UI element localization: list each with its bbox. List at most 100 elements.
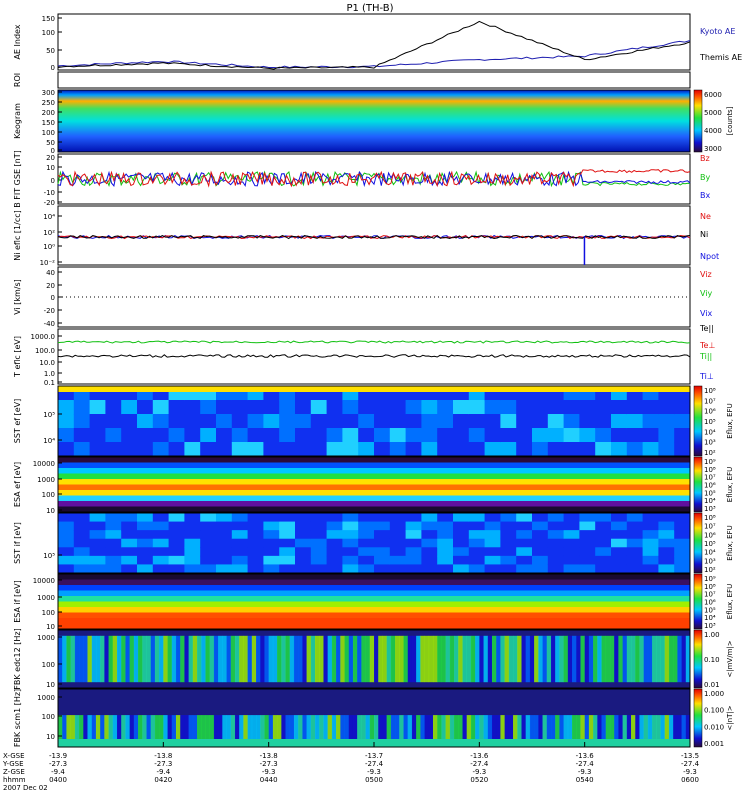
y-tick-label: 1000 bbox=[37, 694, 55, 702]
spectrogram-cell bbox=[200, 521, 217, 531]
spectrogram-column bbox=[91, 635, 97, 683]
spectrogram-cell bbox=[279, 564, 296, 574]
legend-entry: Ne bbox=[700, 212, 711, 221]
y-tick-label: 150 bbox=[42, 15, 55, 23]
spectrogram-column bbox=[281, 715, 286, 747]
spectrogram-column bbox=[576, 715, 581, 747]
spectrogram-cell bbox=[152, 530, 170, 540]
spectrogram-cell bbox=[421, 414, 438, 429]
spectrogram-cell bbox=[279, 555, 296, 565]
spectrogram-column bbox=[289, 635, 295, 683]
spectrogram-cell bbox=[200, 538, 217, 548]
spectrogram-column bbox=[150, 715, 156, 747]
spectrogram-cell bbox=[547, 530, 565, 540]
spectrogram-column bbox=[445, 635, 451, 683]
spectrogram-cell bbox=[58, 428, 75, 443]
colorbar-tick-label: 10⁵ bbox=[704, 418, 716, 426]
spectrogram-column bbox=[357, 715, 362, 747]
spectrogram-band bbox=[58, 473, 690, 480]
spectrogram-cell bbox=[89, 400, 106, 415]
spectrogram-column bbox=[298, 635, 303, 683]
spectrogram-cell bbox=[468, 521, 486, 531]
spectrogram-column bbox=[647, 635, 653, 683]
spectrogram-column bbox=[538, 715, 543, 747]
panel-t: T eflc [eV] 1000.0 100.0 10.0 1.00.1 Te|| Te⊥ T… bbox=[13, 324, 715, 387]
spectrogram-cell bbox=[168, 547, 185, 557]
spectrogram-column bbox=[416, 635, 421, 683]
spectrogram-column bbox=[66, 635, 71, 683]
spectrogram-cell bbox=[168, 513, 185, 523]
x-tick-label: 0520 bbox=[470, 776, 488, 784]
spectrogram-cell bbox=[500, 428, 517, 443]
spectrogram-column bbox=[230, 635, 236, 683]
y-tick-label: 100 bbox=[42, 29, 55, 37]
spectrogram-column bbox=[293, 715, 299, 747]
legend-entry: Viy bbox=[700, 289, 713, 298]
spectrogram-column bbox=[508, 715, 514, 747]
x-axis-row-label: Y-GSE bbox=[2, 760, 24, 768]
spectrogram-cell bbox=[231, 442, 249, 457]
spectrogram-cell bbox=[563, 538, 580, 548]
spectrogram-cell bbox=[216, 400, 233, 415]
spectrogram-cell bbox=[121, 414, 138, 429]
spectrogram-column bbox=[437, 715, 442, 747]
spectrogram-cell bbox=[484, 521, 501, 531]
spectrogram-cell bbox=[326, 521, 343, 531]
spectrogram-column bbox=[529, 635, 535, 683]
spectrogram-cell bbox=[73, 521, 91, 531]
spectrogram-cell bbox=[516, 428, 533, 443]
spectrogram-cell bbox=[658, 555, 675, 565]
spectrogram-cell bbox=[595, 564, 612, 574]
spectrogram-column bbox=[454, 715, 459, 747]
spectrogram-column bbox=[635, 715, 640, 747]
spectrogram-column bbox=[382, 715, 387, 747]
spectrogram-column bbox=[487, 635, 493, 683]
y-tick-label: 40 bbox=[46, 269, 55, 277]
spectrogram-cell bbox=[310, 400, 328, 415]
spectrogram-column bbox=[639, 635, 644, 683]
spectrogram-column bbox=[496, 715, 501, 747]
spectrogram-column bbox=[475, 715, 480, 747]
spectrogram-cell bbox=[263, 400, 280, 415]
spectrogram-column bbox=[79, 715, 84, 747]
spectrogram-column bbox=[239, 715, 244, 747]
spectrogram-cell bbox=[484, 442, 501, 457]
spectrogram-column bbox=[251, 715, 257, 747]
x-tick-label: -27.3 bbox=[49, 760, 67, 768]
spectrogram-cell bbox=[595, 513, 612, 523]
spectrogram-band bbox=[58, 574, 690, 580]
spectrogram-cell bbox=[547, 547, 565, 557]
spectrogram-cell bbox=[342, 414, 359, 429]
spectrogram-cell bbox=[658, 521, 675, 531]
colorbar-tick-label: 10⁵ bbox=[704, 489, 716, 497]
spectrogram-cell bbox=[73, 555, 91, 565]
spectrogram-cell bbox=[58, 547, 75, 557]
spectrogram-cell bbox=[468, 428, 486, 443]
colorbar-tick-label: 1.00 bbox=[704, 631, 720, 639]
spectrogram-cell bbox=[216, 538, 233, 548]
spectrogram-cell bbox=[500, 530, 517, 540]
spectrogram-column bbox=[631, 715, 636, 747]
y-tick-label: -20 bbox=[44, 199, 55, 207]
spectrogram-cell bbox=[563, 564, 580, 574]
spectrogram-cell bbox=[279, 513, 296, 523]
spectrogram-column bbox=[256, 715, 261, 747]
spectrogram-column bbox=[504, 715, 510, 747]
spectrogram-column bbox=[513, 715, 518, 747]
x-tick-label: -13.9 bbox=[49, 752, 67, 760]
x-axis-row-label: Z-GSE bbox=[3, 768, 25, 776]
spectrogram-cell bbox=[595, 555, 612, 565]
y-tick-label: 100 bbox=[42, 491, 55, 499]
x-tick-label: -9.3 bbox=[472, 768, 486, 776]
spectrogram-cell bbox=[231, 538, 249, 548]
spectrogram-cell bbox=[389, 530, 407, 540]
spectrogram-cell bbox=[611, 442, 628, 457]
spectrogram-column bbox=[159, 715, 164, 747]
spectrogram-column bbox=[108, 635, 114, 683]
spectrogram-column bbox=[201, 635, 206, 683]
spectrogram-cell bbox=[121, 547, 138, 557]
spectrogram-cell bbox=[642, 530, 659, 540]
spectrogram-cell bbox=[295, 538, 312, 548]
x-tick-label: 0540 bbox=[576, 776, 594, 784]
colorbar-tick-label: 10⁶ bbox=[704, 599, 716, 607]
